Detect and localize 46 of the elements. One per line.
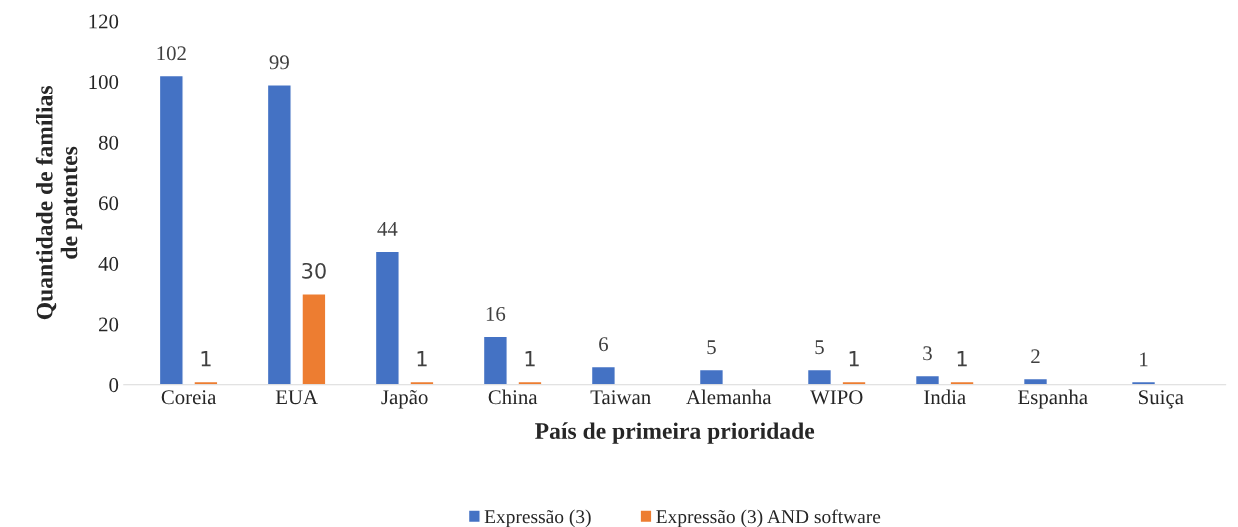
data-label: 1 — [417, 351, 427, 367]
data-label: 2 — [1031, 349, 1040, 364]
legend-label: Expressão (3) AND software — [656, 509, 881, 527]
x-tick-label: EUA — [275, 390, 318, 405]
y-tick-label: 0 — [109, 378, 119, 393]
data-label: 5 — [815, 340, 824, 355]
data-label: 16 — [486, 306, 506, 321]
x-tick-label: China — [488, 389, 538, 405]
x-tick-label: Coreia — [161, 390, 217, 405]
bar — [374, 250, 400, 385]
y-tick-label: 60 — [99, 196, 119, 211]
bar — [301, 293, 327, 385]
y-tick-label: 100 — [89, 75, 119, 90]
data-label: 6 — [599, 337, 608, 352]
data-label: 5 — [707, 340, 716, 355]
data-label: 3 — [923, 346, 932, 361]
data-label: 99 — [269, 55, 289, 70]
y-tick-label: 40 — [98, 256, 119, 271]
y-tick-label: 80 — [98, 135, 119, 150]
data-label: 1 — [525, 351, 535, 367]
data-label: 1 — [201, 351, 211, 367]
x-axis-title: País de primeira prioridade — [535, 422, 815, 444]
legend-label: Expressão (3) — [484, 509, 591, 527]
x-tick-label: Alemanha — [686, 389, 772, 405]
bar — [590, 365, 616, 385]
y-tick-label: 120 — [89, 14, 119, 29]
x-tick-label: Taiwan — [590, 390, 651, 405]
x-tick-label: Espanha — [1018, 389, 1088, 409]
data-label: 1 — [957, 351, 967, 367]
data-label: 44 — [377, 222, 398, 236]
x-tick-label: Japão — [381, 389, 428, 409]
data-label: 1 — [1140, 352, 1148, 367]
data-label: 102 — [157, 46, 186, 61]
y-axis-title: Quantidade de famílias de patentes — [35, 86, 83, 320]
x-tick-label: Suiça — [1139, 390, 1184, 409]
x-tick-label: India — [924, 389, 966, 405]
bar — [914, 374, 941, 385]
bar — [806, 368, 833, 385]
data-label: 30 — [302, 262, 326, 279]
x-tick-label: WIPO — [810, 390, 863, 405]
y-tick-label: 20 — [99, 317, 119, 332]
bar — [698, 368, 725, 385]
bar — [266, 84, 292, 385]
bar — [482, 335, 508, 385]
bar — [158, 74, 184, 385]
data-label: 1 — [849, 351, 859, 367]
